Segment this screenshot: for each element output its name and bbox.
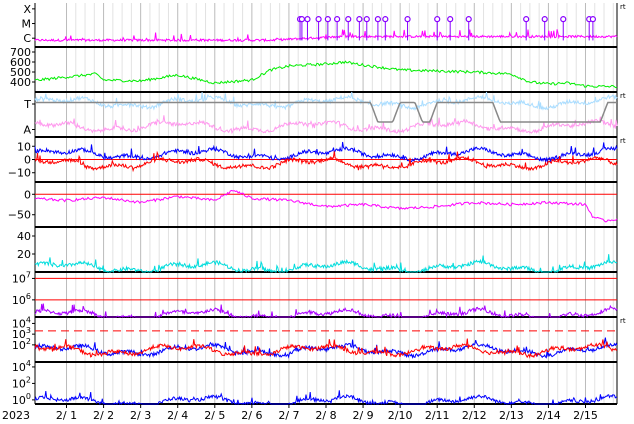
grid [66,3,614,404]
series-line [34,338,618,359]
panels: XMCrt700600500400TArt100−10rt0−504020107… [8,3,626,407]
series-line [34,115,618,135]
y-tick-label: 20 [17,248,31,261]
series-line [35,60,618,89]
x-tick-label: 2/ 4 [167,409,188,422]
panel-right-label: rt [620,92,626,100]
flare-marker [363,16,370,23]
flare-marker [304,16,311,23]
series-line [34,29,618,43]
flare-marker [298,16,306,23]
series-line [34,189,618,223]
flare-marker [447,16,454,23]
x-tick-label: 2/ 9 [352,409,373,422]
y-tick-label: 107 [12,270,31,285]
series-line [34,390,617,406]
y-tick-label: −50 [8,209,31,222]
flare-marker [404,16,411,23]
panel-5: 0 −50 [8,182,618,228]
series-line [34,150,618,173]
x-tick-label: 2/ 1 [56,409,77,422]
y-tick-label: 600 [10,56,31,69]
y-tick-label: 102 [12,337,31,352]
y-tick-label: M [22,18,32,31]
y-tick-label: 104 [12,315,31,330]
panel-right-label: rt [620,137,626,145]
y-tick-label: 40 [17,230,31,243]
flare-marker [541,16,548,23]
y-tick-label: 0 [24,188,31,201]
flare-marker [315,16,322,23]
y-tick-label: 104 [12,359,31,374]
x-tick-label: 2/ 8 [315,409,336,422]
x-axis: 2023 2/ 1 2/ 2 2/ 3 2/ 4 2/ 5 2/ 6 2/ 7 2/ 8 2/ … [2,404,598,422]
flare-marker [356,16,363,23]
y-tick-label: 106 [12,292,31,307]
x-tick-label: 2/ 2 [93,409,114,422]
series-line [34,254,618,274]
x-tick-label: 2/ 3 [130,409,151,422]
flare-marker [560,16,567,23]
y-tick-label: 400 [10,76,31,89]
x-tick-label: 2/12 [462,409,487,422]
x-tick-label: 2/13 [499,409,524,422]
x-tick-label: 2/10 [388,409,413,422]
series-line [34,141,618,164]
flare-marker [374,16,381,23]
x-tick-label: 2/ 6 [241,409,262,422]
y-tick-label: 0 [24,154,31,167]
flare-marker [324,16,331,23]
flare-marker [382,16,389,23]
x-tick-label: 2/15 [573,409,598,422]
y-tick-label: 10 [17,140,31,153]
series-line [35,101,617,123]
x-tick-label: 2/ 7 [278,409,299,422]
y-tick-label: C [23,32,31,45]
y-tick-label: 500 [10,66,31,79]
y-tick-label: 700 [10,46,31,59]
y-tick-label: −10 [8,167,31,180]
y-tick-label: 102 [12,375,31,390]
flare-marker [523,16,530,23]
y-tick-label: 100 [12,392,31,407]
panel-right-label: rt [620,317,626,325]
x-axis-year: 2023 [2,409,30,422]
panel-4: 100−10 rt [8,137,626,183]
y-tick-label: 103 [12,326,31,341]
x-tick-label: 2/ 5 [204,409,225,422]
y-tick-label: X [23,3,31,16]
flare-marker [434,16,441,23]
flare-marker [334,16,341,23]
flare-marker [345,16,352,23]
series-line [34,303,618,319]
y-tick-label: A [23,124,31,137]
x-tick-label: 2/14 [536,409,561,422]
flare-marker [589,16,597,23]
flare-marker [465,16,472,23]
y-tick-label: T [23,98,31,111]
panel-right-label: rt [620,3,626,11]
x-tick-label: 2/11 [425,409,450,422]
